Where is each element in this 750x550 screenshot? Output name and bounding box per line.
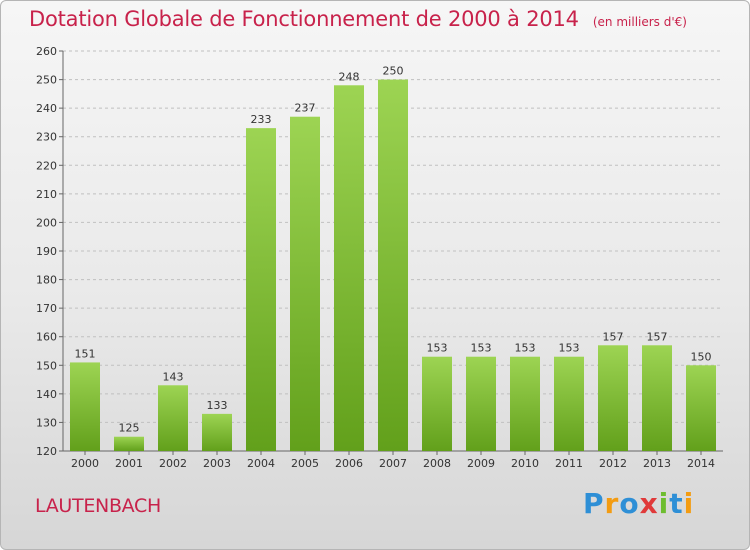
- bar: [246, 128, 276, 451]
- bar-value-label: 153: [471, 342, 492, 355]
- chart-title: Dotation Globale de Fonctionnement de 20…: [29, 7, 579, 31]
- y-tick-label: 190: [36, 245, 57, 258]
- bar: [510, 356, 540, 451]
- y-tick-label: 120: [36, 445, 57, 458]
- x-tick-label: 2004: [247, 457, 275, 470]
- y-tick-label: 200: [36, 216, 57, 229]
- y-tick-label: 260: [36, 45, 57, 58]
- bars: [70, 79, 716, 452]
- bar-value-label: 237: [295, 102, 316, 115]
- x-tick-label: 2011: [555, 457, 583, 470]
- labels: 120 130 140 150 160 170 180 190 200 210 220 230 240 2…: [36, 45, 715, 470]
- logo-letter: x: [639, 487, 659, 520]
- bar-value-label: 250: [383, 65, 404, 78]
- x-tick-label: 2001: [115, 457, 143, 470]
- bar-value-label: 143: [163, 370, 184, 383]
- bar: [290, 116, 320, 451]
- bar-value-label: 233: [251, 113, 272, 126]
- proxiti-logo: Proxiti: [583, 487, 694, 520]
- y-tick-label: 250: [36, 74, 57, 87]
- bar: [202, 413, 232, 451]
- bar: [114, 436, 144, 451]
- x-tick-label: 2005: [291, 457, 319, 470]
- logo-letter: P: [583, 487, 605, 520]
- bar: [422, 356, 452, 451]
- bar-value-label: 125: [119, 422, 140, 435]
- bar: [642, 345, 672, 451]
- bar: [334, 85, 364, 452]
- y-tick-label: 130: [36, 416, 57, 429]
- y-tick-label: 180: [36, 274, 57, 287]
- y-tick-label: 140: [36, 388, 57, 401]
- y-tick-label: 160: [36, 331, 57, 344]
- logo-letter: o: [619, 487, 640, 520]
- bar: [466, 356, 496, 451]
- x-tick-label: 2007: [379, 457, 407, 470]
- x-tick-label: 2003: [203, 457, 231, 470]
- bar-value-label: 133: [207, 399, 228, 412]
- logo-letter: t: [669, 487, 684, 520]
- x-tick-label: 2002: [159, 457, 187, 470]
- bar: [554, 356, 584, 451]
- bar-value-label: 153: [515, 342, 536, 355]
- bar-value-label: 248: [339, 70, 360, 83]
- chart-unit: (en milliers d'€): [592, 15, 687, 29]
- x-tick-label: 2000: [71, 457, 99, 470]
- bar-value-label: 150: [691, 350, 712, 363]
- logo-letter: i: [683, 487, 695, 520]
- x-tick-label: 2010: [511, 457, 539, 470]
- x-tick-label: 2014: [687, 457, 715, 470]
- bar: [70, 362, 100, 451]
- bar: [378, 79, 408, 452]
- bar-value-label: 157: [647, 330, 668, 343]
- y-tick-label: 210: [36, 188, 57, 201]
- bar-value-label: 157: [603, 330, 624, 343]
- bar: [158, 385, 188, 451]
- x-tick-label: 2009: [467, 457, 495, 470]
- bar: [598, 345, 628, 451]
- x-tick-label: 2006: [335, 457, 363, 470]
- logo-letter: r: [604, 487, 620, 520]
- logo-letter: i: [658, 487, 670, 520]
- bar-value-label: 151: [75, 347, 96, 360]
- bar: [686, 365, 716, 451]
- bar-value-label: 153: [427, 342, 448, 355]
- bar-value-label: 153: [559, 342, 580, 355]
- x-tick-label: 2012: [599, 457, 627, 470]
- y-tick-label: 230: [36, 131, 57, 144]
- y-tick-label: 170: [36, 302, 57, 315]
- y-tick-label: 150: [36, 359, 57, 372]
- y-tick-label: 220: [36, 159, 57, 172]
- x-tick-label: 2008: [423, 457, 451, 470]
- title-row: Dotation Globale de Fonctionnement de 20…: [29, 7, 687, 31]
- commune-name: LAUTENBACH: [35, 495, 162, 517]
- y-tick-label: 240: [36, 102, 57, 115]
- x-tick-label: 2013: [643, 457, 671, 470]
